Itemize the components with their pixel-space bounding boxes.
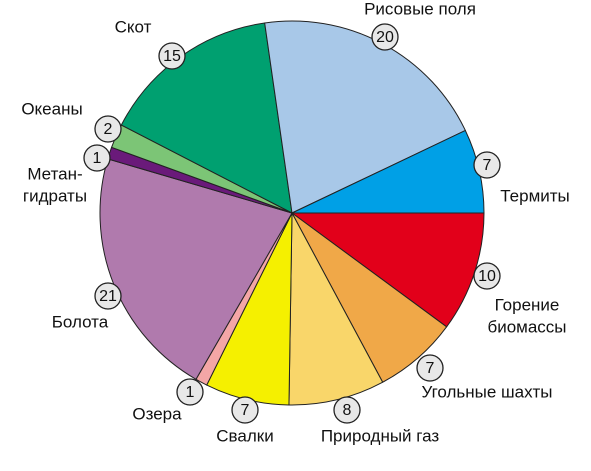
value-label: 20 (376, 29, 394, 46)
slice-label: Рисовые поля (364, 0, 476, 18)
slice-label: биомассы (487, 317, 566, 336)
value-label: 7 (426, 360, 435, 377)
slice-label: Природный газ (321, 426, 440, 445)
value-badge (83, 144, 111, 172)
value-label: 7 (241, 402, 250, 419)
slice-label: Горение (495, 295, 560, 314)
value-badge (473, 262, 501, 290)
value-badge (333, 396, 361, 424)
value-label: 8 (343, 402, 352, 419)
slice-label: гидраты (23, 186, 87, 205)
value-badge (371, 23, 399, 51)
value-badge (94, 282, 122, 310)
value-label: 21 (99, 288, 117, 305)
value-label: 1 (186, 384, 195, 401)
slice-label: Болота (52, 312, 109, 331)
slice-label: Скот (115, 17, 152, 36)
value-label: 10 (478, 268, 496, 285)
slice-label: Угольные шахты (422, 382, 553, 401)
value-badge (158, 42, 186, 70)
slice-label: Океаны (21, 99, 82, 118)
slice-label: Термиты (500, 186, 570, 205)
value-label: 1 (93, 150, 102, 167)
value-badge (94, 115, 122, 143)
value-badge (231, 396, 259, 424)
pie-slice (288, 211, 384, 406)
value-label: 15 (163, 48, 181, 65)
value-label: 7 (483, 157, 492, 174)
value-badge (416, 354, 444, 382)
value-label: 2 (104, 121, 113, 138)
slice-label: Свалки (216, 426, 273, 445)
value-badge (176, 378, 204, 406)
slice-label: Озера (132, 404, 182, 423)
value-badge (473, 151, 501, 179)
slice-label: Метан- (27, 164, 82, 183)
